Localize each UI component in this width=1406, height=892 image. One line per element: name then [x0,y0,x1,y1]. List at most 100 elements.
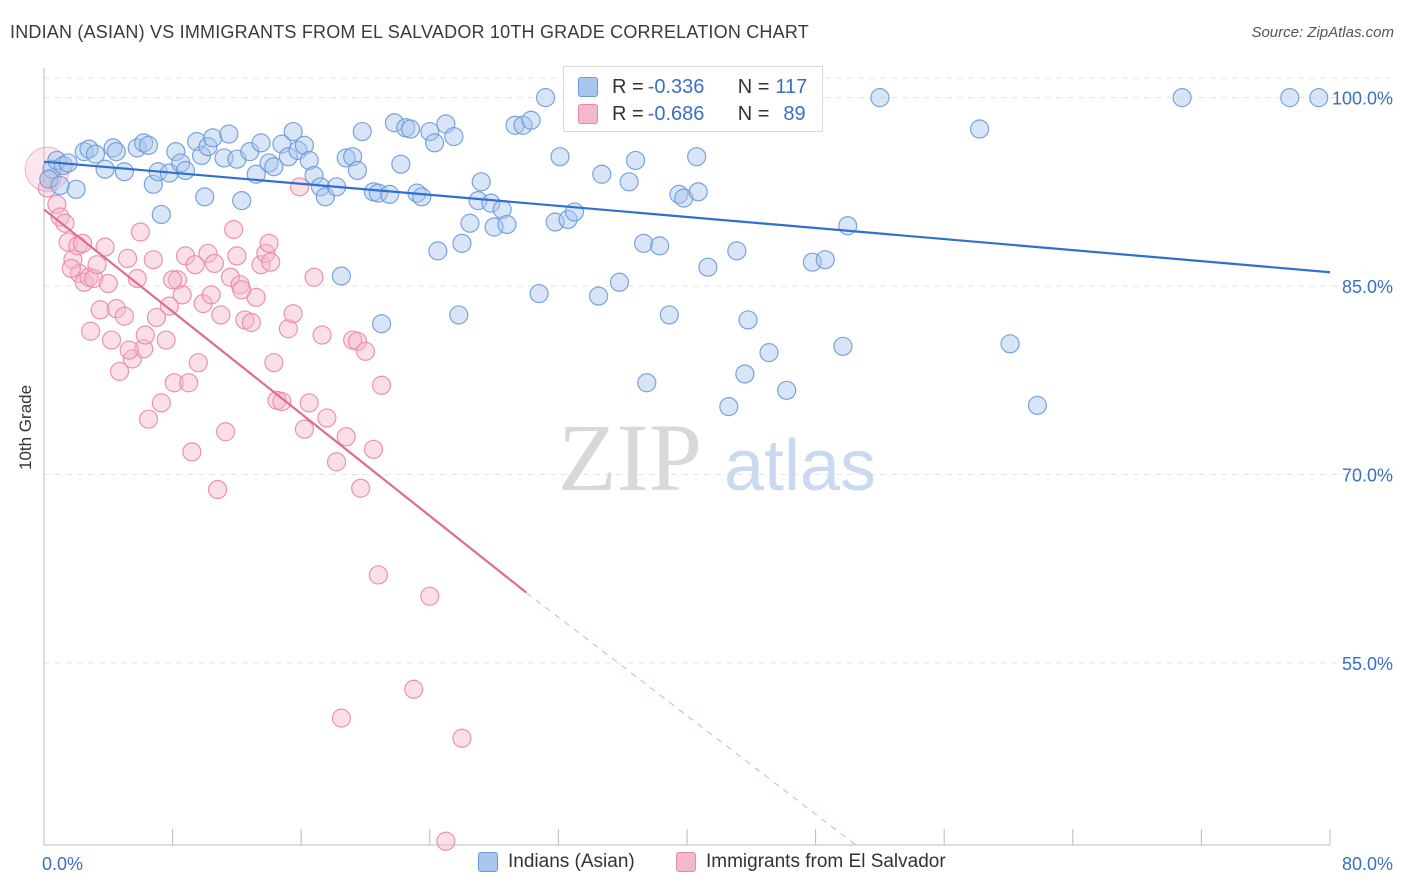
el-salvador-point [404,679,424,699]
el-salvador-point [347,331,368,351]
el-salvador-point [47,194,67,215]
series-legend: Indians (Asian) Immigrants from El Salva… [0,851,1406,877]
watermark: ZIP atlas [558,404,876,511]
indians-point [95,159,115,179]
indians-point [625,150,646,171]
el-salvador-point [134,339,154,359]
el-salvador-point [227,246,247,266]
indians-point [452,233,472,253]
el-salvador-point [167,270,188,290]
el-salvador-point [98,273,118,294]
indians-point [687,147,707,167]
legend-n-value: 89 [783,102,806,125]
el-salvador-point [436,831,456,851]
el-salvador-point [452,728,472,748]
el-salvador-point [159,296,179,316]
indians-point [759,343,779,363]
el-salvador-point [326,452,347,472]
indians-point [969,119,990,139]
indians-point [1027,395,1048,415]
source-label: Source: ZipAtlas.com [1251,24,1394,41]
el-salvador-point [109,361,130,382]
legend-row-indians: R = -0.336 N = 117 [578,74,807,100]
indians-point [815,250,835,270]
indians-point [151,204,171,225]
indians-point [127,138,147,158]
el-salvador-point [201,285,221,305]
indians-point [166,142,186,162]
el-salvador-point [151,393,171,413]
el-salvador-point [216,422,236,442]
legend-item-el-salvador: Immigrants from El Salvador [676,851,946,873]
indians-point [449,305,469,325]
el-salvador-point [241,312,261,333]
legend-swatch-pink [676,852,696,872]
indians-point [688,182,708,202]
axes [43,68,1331,846]
indians-point [550,147,570,167]
indians-point [79,139,99,159]
el-salvador-point [135,325,155,345]
indians-point [50,175,70,196]
indians-point [650,236,670,256]
indians-point [870,88,890,108]
indians-point [1280,88,1300,108]
el-salvador-point [317,408,337,428]
el-salvador-point [81,321,101,341]
el-salvador-point [156,330,176,350]
el-salvador-point [261,252,281,272]
el-salvador-point [130,222,151,242]
legend-r-value: -0.686 [647,102,705,125]
legend-r-label: R = [612,75,644,98]
indians-point [336,148,356,168]
el-salvador-point [355,341,376,361]
el-salvador-point [163,270,183,290]
y-tick-label: 55.0% [1342,654,1393,674]
trend-line-el-salvador-extension [525,592,857,846]
watermark-zip: ZIP [558,404,702,511]
el-salvador-point [146,307,167,328]
indians-point [39,169,59,189]
indians-point [143,174,163,194]
el-salvador-point [58,232,78,252]
legend-n-label: N = [737,75,770,98]
el-salvador-point [143,250,163,270]
stats-legend: R = -0.336 N = 117 R = -0.686 N = 89 [563,66,823,132]
indians-point [352,121,372,142]
el-salvador-point [264,353,284,373]
indians-point [283,121,303,142]
el-salvador-point [363,439,384,459]
el-salvador-point [55,213,75,233]
el-salvador-point [164,373,184,393]
el-salvador-point [87,255,107,275]
indians-point [777,380,797,400]
el-salvador-point [188,353,208,373]
el-salvador-point [61,258,81,279]
indians-point [251,133,271,153]
el-salvador-point [172,285,192,305]
indians-point [698,257,718,277]
indians-point [85,144,106,164]
indians-point [738,310,758,330]
indians-point [619,172,639,192]
indians-point [833,336,853,356]
y-tick-label: 100.0% [1332,89,1393,109]
y-tick-label: 70.0% [1342,465,1393,485]
indians-point [371,314,392,334]
indians-point [278,147,298,167]
el-salvador-point [106,299,126,319]
indians-point [609,272,630,292]
legend-label-el-salvador: Immigrants from El Salvador [706,851,946,872]
indians-point [106,142,126,162]
indians-point [400,119,421,139]
x-tick-label-min: 0.0% [42,854,83,874]
indians-point [47,150,67,171]
indians-point [299,150,319,171]
el-salvador-point [119,340,139,360]
el-salvador-point [204,253,224,274]
el-salvador-point [232,280,252,300]
indians-point [719,397,739,417]
indians-point [497,214,517,235]
el-salvador-point [371,375,392,395]
legend-r-value: -0.336 [647,75,705,98]
